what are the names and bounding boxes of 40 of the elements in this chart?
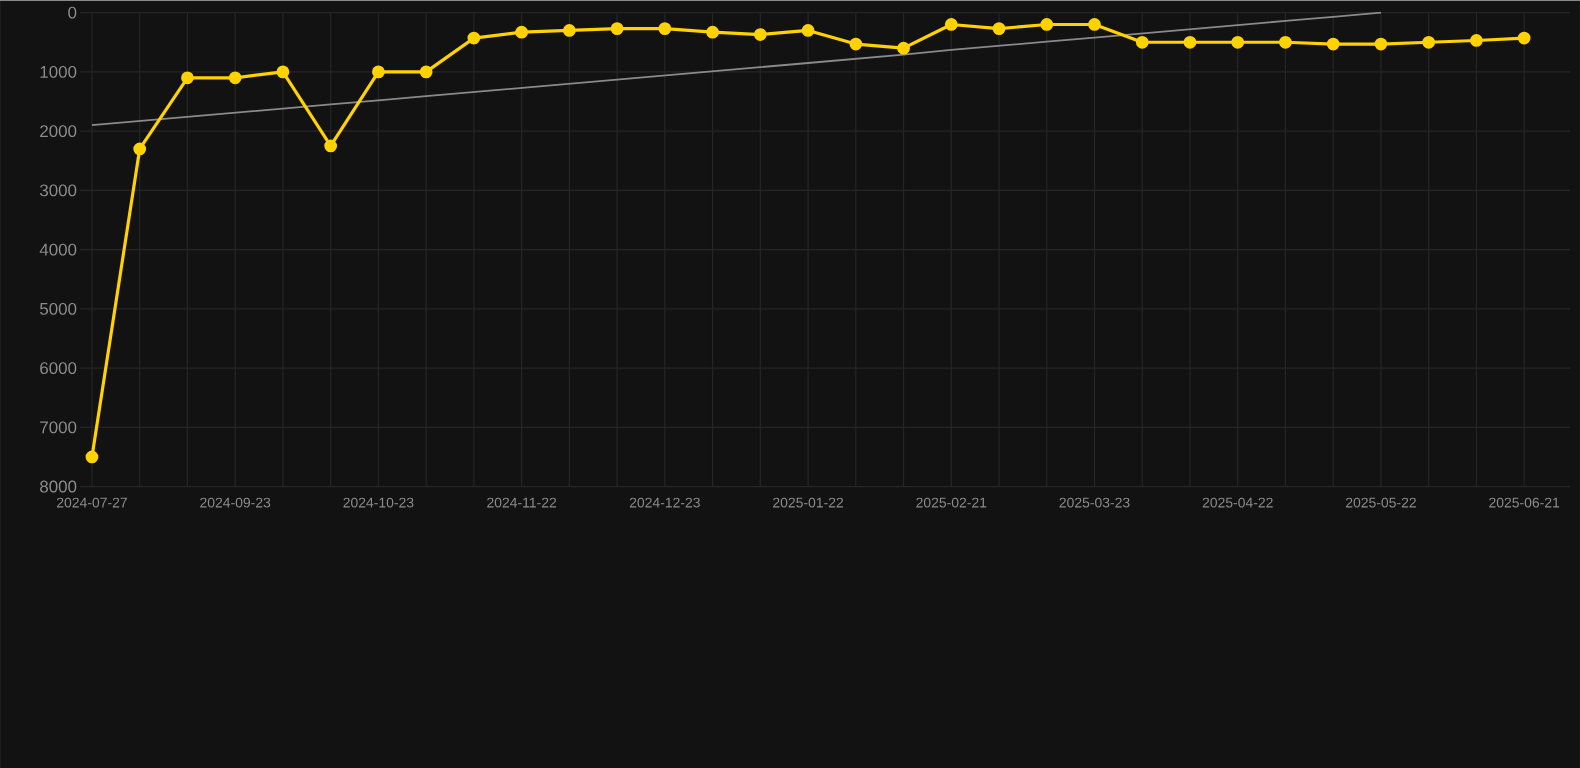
point	[133, 142, 147, 155]
point	[658, 21, 672, 35]
point	[276, 65, 290, 78]
point	[372, 65, 385, 78]
point	[515, 25, 528, 39]
y-tick-label: 3000	[39, 184, 77, 197]
point	[897, 41, 910, 55]
point	[419, 65, 433, 78]
point	[753, 27, 767, 41]
y-tick-label: 5000	[40, 302, 77, 315]
point	[324, 139, 338, 153]
point	[992, 21, 1006, 35]
point	[801, 23, 815, 37]
point	[562, 23, 576, 37]
point	[1279, 35, 1292, 49]
y-tick-label: 6000	[40, 361, 77, 374]
point	[1231, 35, 1245, 49]
point	[181, 71, 194, 84]
point	[1326, 37, 1340, 51]
point	[467, 31, 481, 45]
y-tick-label: 7000	[40, 421, 77, 434]
y-tick-label: 0	[68, 6, 77, 19]
y-tick-label: 8000	[40, 480, 77, 493]
point	[849, 37, 863, 51]
y-tick-label: 1000	[40, 65, 77, 78]
point	[1422, 35, 1436, 49]
point	[706, 25, 719, 39]
point	[1517, 31, 1531, 45]
point	[1088, 17, 1101, 31]
point	[228, 71, 242, 84]
point	[610, 21, 624, 35]
point	[1183, 35, 1197, 49]
point	[85, 450, 99, 464]
y-tick-label: 4000	[39, 243, 77, 256]
point	[944, 17, 958, 31]
point	[1040, 17, 1054, 31]
point	[1470, 33, 1483, 47]
point	[1135, 35, 1149, 49]
y-tick-label: 2000	[40, 124, 77, 137]
point	[1374, 37, 1388, 51]
